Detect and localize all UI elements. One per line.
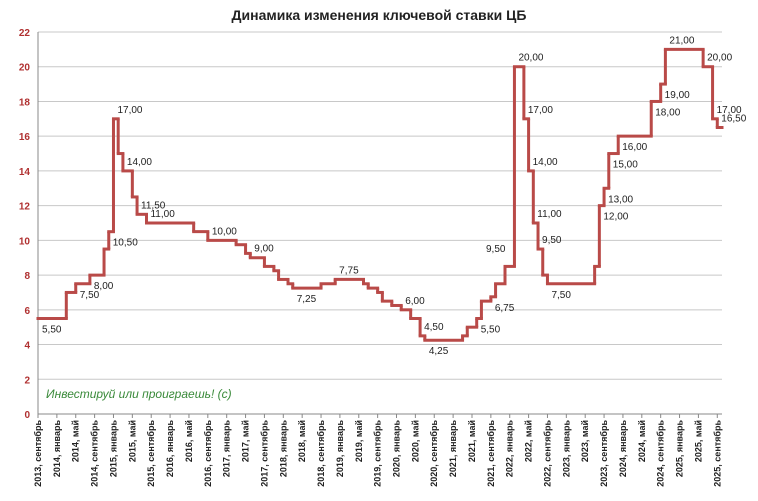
watermark: Инвестируй или проиграешь! (с)	[46, 387, 232, 401]
y-tick-label: 14	[19, 167, 31, 178]
value-label: 18,00	[655, 107, 680, 118]
y-tick-label: 20	[19, 63, 31, 74]
x-tick-label: 2023, май	[580, 420, 590, 462]
x-tick-label: 2022, май	[524, 420, 534, 462]
value-label: 17,00	[528, 105, 553, 116]
value-label: 20,00	[518, 53, 543, 64]
value-label: 20,00	[707, 53, 732, 64]
x-tick-label: 2025, январь	[675, 420, 685, 478]
x-tick-label: 2015, сентябрь	[146, 420, 156, 487]
value-label: 12,00	[603, 212, 628, 223]
x-tick-label: 2018, январь	[278, 420, 288, 478]
x-tick-label: 2014, сентябрь	[90, 420, 100, 487]
value-label: 16,00	[622, 142, 647, 153]
y-tick-label: 12	[19, 202, 31, 213]
value-label: 4,50	[424, 322, 444, 333]
value-label: 6,75	[495, 303, 515, 314]
y-tick-label: 18	[19, 97, 31, 108]
chart-title: Динамика изменения ключевой ставки ЦБ	[232, 7, 527, 23]
x-tick-label: 2021, январь	[448, 420, 458, 478]
value-label: 7,25	[297, 294, 317, 305]
x-tick-label: 2020, январь	[392, 420, 402, 478]
x-tick-label: 2025, май	[693, 420, 703, 462]
value-label: 8,00	[94, 281, 114, 292]
value-label: 10,00	[212, 226, 237, 237]
value-label: 19,00	[665, 90, 690, 101]
x-tick-label: 2016, май	[184, 420, 194, 462]
value-label: 7,50	[551, 290, 571, 301]
y-tick-label: 22	[19, 28, 31, 39]
y-tick-label: 10	[19, 236, 31, 247]
x-tick-label: 2021, сентябрь	[486, 420, 496, 487]
value-label: 17,00	[717, 105, 742, 116]
value-label: 10,50	[113, 238, 138, 249]
x-tick-label: 2019, май	[354, 420, 364, 462]
x-tick-label: 2016, сентябрь	[203, 420, 213, 487]
x-tick-label: 2022, январь	[505, 420, 515, 478]
y-tick-label: 0	[24, 410, 30, 421]
value-label: 7,50	[80, 290, 100, 301]
x-tick-label: 2020, май	[410, 420, 420, 462]
value-label: 11,00	[150, 209, 175, 220]
x-tick-label: 2024, сентябрь	[656, 420, 666, 487]
x-tick-label: 2022, сентябрь	[542, 420, 552, 487]
x-tick-label: 2025, сентябрь	[712, 420, 722, 487]
x-tick-label: 2020, сентябрь	[429, 420, 439, 487]
x-tick-label: 2017, сентябрь	[259, 420, 269, 487]
value-label: 15,00	[613, 160, 638, 171]
y-tick-label: 16	[19, 132, 31, 143]
value-label: 14,00	[127, 157, 152, 168]
y-tick-label: 6	[24, 306, 30, 317]
x-tick-label: 2014, май	[71, 420, 81, 462]
value-label: 13,00	[608, 194, 633, 205]
x-tick-label: 2016, январь	[165, 420, 175, 478]
value-label: 17,00	[117, 105, 142, 116]
x-tick-label: 2017, май	[241, 420, 251, 462]
x-tick-label: 2023, январь	[561, 420, 571, 478]
x-tick-label: 2014, январь	[52, 420, 62, 478]
x-tick-label: 2018, сентябрь	[316, 420, 326, 487]
y-tick-label: 4	[24, 341, 30, 352]
x-tick-label: 2024, январь	[618, 420, 628, 478]
value-label: 7,75	[339, 265, 359, 276]
value-label: 6,00	[405, 296, 425, 307]
x-tick-label: 2019, сентябрь	[373, 420, 383, 487]
value-label: 11,00	[537, 209, 562, 220]
value-label: 9,50	[486, 244, 506, 255]
x-tick-label: 2024, май	[637, 420, 647, 462]
x-tick-label: 2013, сентябрь	[33, 420, 43, 487]
value-label: 11,50	[141, 200, 166, 211]
x-tick-label: 2018, май	[297, 420, 307, 462]
value-label: 9,50	[542, 235, 562, 246]
value-label: 5,50	[42, 325, 62, 336]
y-tick-label: 2	[24, 375, 30, 386]
value-label: 16,50	[721, 114, 746, 125]
x-tick-label: 2023, сентябрь	[599, 420, 609, 487]
y-tick-label: 8	[24, 271, 30, 282]
value-label: 14,00	[533, 157, 558, 168]
value-label: 5,50	[481, 325, 501, 336]
x-tick-label: 2021, май	[467, 420, 477, 462]
x-tick-label: 2017, январь	[222, 420, 232, 478]
x-tick-label: 2015, январь	[108, 420, 118, 478]
x-tick-label: 2015, май	[127, 420, 137, 462]
value-label: 4,25	[429, 346, 449, 357]
value-label: 21,00	[669, 35, 694, 46]
value-label: 9,00	[254, 244, 274, 255]
x-tick-label: 2019, январь	[335, 420, 345, 478]
